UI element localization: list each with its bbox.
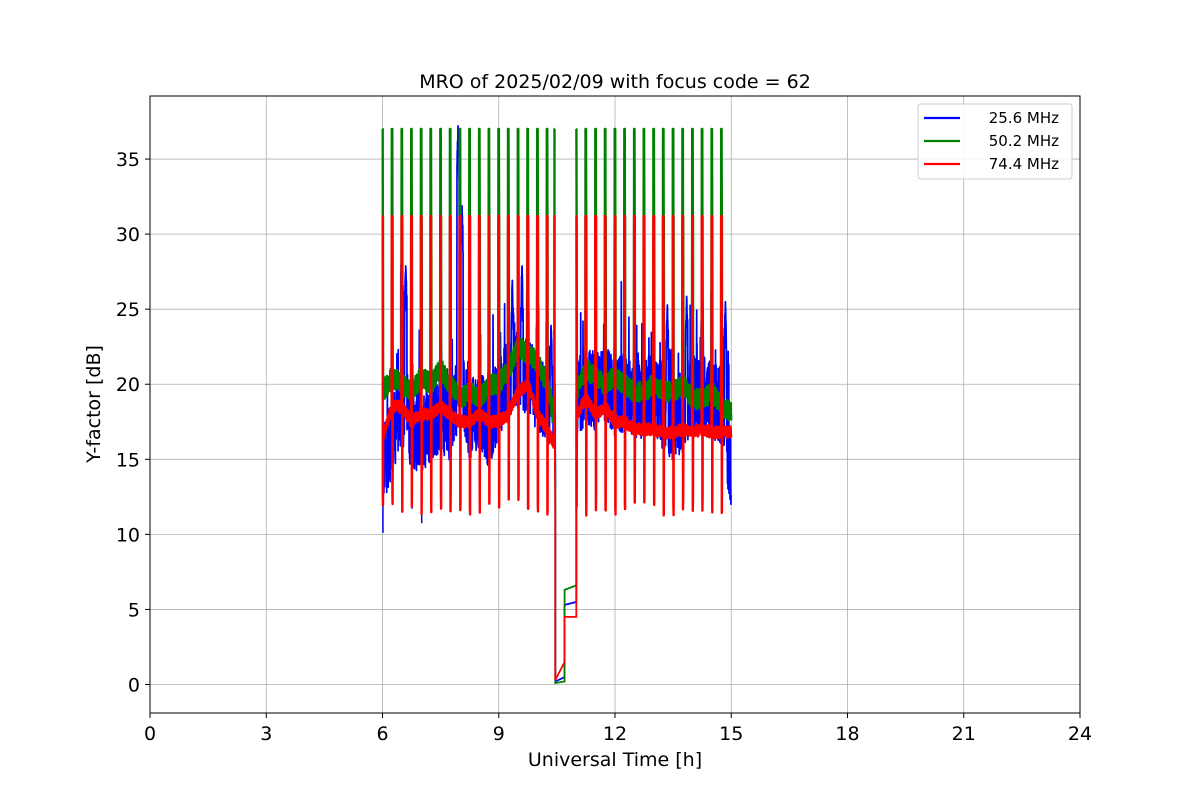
x-tick-label: 21 — [952, 723, 976, 745]
x-tick-label: 6 — [376, 723, 388, 745]
y-tick-label: 10 — [116, 524, 140, 546]
legend-label: 74.4 MHz — [989, 155, 1059, 173]
y-tick-label: 30 — [116, 224, 140, 246]
x-tick-label: 24 — [1068, 723, 1092, 745]
x-axis-label: Universal Time [h] — [528, 749, 702, 771]
y-tick-label: 0 — [128, 674, 140, 696]
x-tick-label: 3 — [260, 723, 272, 745]
chart-title: MRO of 2025/02/09 with focus code = 62 — [419, 71, 811, 93]
x-tick-label: 15 — [719, 723, 743, 745]
legend-label: 25.6 MHz — [989, 109, 1059, 127]
y-axis-label: Y-factor [dB] — [83, 345, 105, 464]
y-tick-label: 5 — [128, 599, 140, 621]
y-tick-label: 15 — [116, 449, 140, 471]
y-tick-label: 25 — [116, 299, 140, 321]
x-tick-label: 9 — [493, 723, 505, 745]
x-tick-label: 12 — [603, 723, 627, 745]
legend-label: 50.2 MHz — [989, 132, 1059, 150]
x-tick-label: 18 — [835, 723, 859, 745]
y-tick-label: 20 — [116, 374, 140, 396]
legend: 25.6 MHz 50.2 MHz 74.4 MHz — [918, 104, 1072, 179]
y-tick-label: 35 — [116, 149, 140, 171]
x-tick-label: 0 — [144, 723, 156, 745]
